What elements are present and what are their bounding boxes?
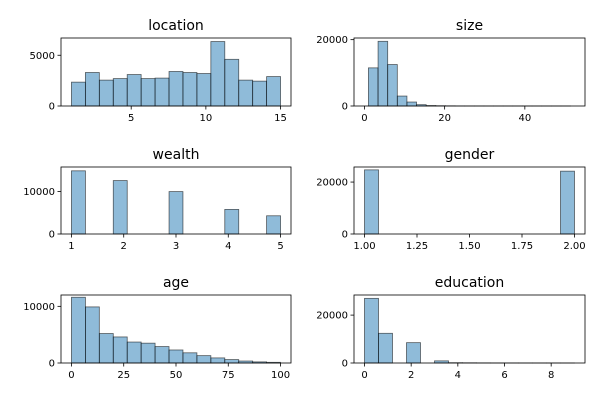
age-bar [154,346,170,364]
education-bar [364,297,379,364]
location-bar [98,79,114,107]
age-xtick-label: 100 [271,370,290,381]
location-xtick-label: 5 [128,113,134,124]
gender-axes-frame [353,166,586,235]
age-ytick-label: 0 [49,359,55,370]
wealth-xtick-label: 3 [173,241,179,252]
education-title: education [435,275,504,291]
gender-bar [364,169,379,235]
subplot-location: location 5 10 15 0 5000 [30,18,292,124]
size-title: size [456,18,483,34]
age-bar [112,336,128,364]
age-xtick-label: 75 [222,370,235,381]
location-bar [154,77,170,107]
age-bar [85,306,100,364]
subplot-gender: gender 1.00 1.25 1.50 1.75 2.00 0 20000 [316,147,585,252]
gender-xtick-label: 2.00 [563,241,585,252]
location-bar [266,76,281,107]
education-xtick-label: 6 [501,370,507,381]
education-bar [406,342,421,364]
location-xtick-label: 15 [274,113,287,124]
subplot-education: education 0 2 4 6 8 0 20000 [316,275,586,381]
education-ytick-label: 20000 [316,311,348,322]
wealth-xtick-label: 1 [68,241,74,252]
location-bar [210,41,226,107]
age-title: age [163,275,189,291]
age-bar [196,355,212,364]
gender-bar [560,170,575,235]
gender-ytick-label: 20000 [316,178,348,189]
size-bar [368,67,379,107]
wealth-title: wealth [153,147,200,163]
age-xtick-label: 50 [170,370,183,381]
age-xtick-label: 0 [68,370,74,381]
age-ytick-label: 10000 [23,302,55,313]
size-ytick-label: 20000 [316,35,348,46]
age-bar [210,357,226,364]
age-bar [126,341,142,364]
size-xtick-label: 40 [518,113,531,124]
age-bar [182,352,198,364]
location-bar [224,58,240,107]
wealth-xtick-label: 5 [277,241,283,252]
size-bar [396,95,408,107]
location-ytick-label: 5000 [30,51,55,62]
gender-ytick-label: 0 [342,230,348,241]
wealth-xtick-label: 2 [121,241,127,252]
wealth-bar [112,180,128,235]
gender-title: gender [445,147,495,163]
location-bar [182,72,198,107]
education-ytick-label: 0 [342,359,348,370]
gender-xtick-label: 1.00 [353,241,375,252]
location-bar [252,80,268,107]
wealth-bar [266,215,281,235]
subplot-size: size 0 20 40 0 20000 [316,18,586,124]
education-xtick-label: 0 [361,370,367,381]
wealth-bar [71,170,86,235]
size-xtick-label: 0 [361,113,367,124]
size-axes-frame [353,37,586,107]
wealth-ytick-label: 0 [49,230,55,241]
education-xtick-label: 8 [548,370,554,381]
subplot-age: age 0 25 50 75 100 0 10000 [23,275,292,381]
location-ytick-label: 0 [49,102,55,113]
age-bar [168,349,184,364]
location-bar [238,79,254,107]
wealth-ytick-label: 10000 [23,187,55,198]
size-bar [406,101,417,107]
location-title: location [148,18,204,34]
size-bar [377,40,389,107]
age-bar [224,359,240,364]
gender-xtick-label: 1.50 [458,241,480,252]
location-bar [126,74,142,107]
gender-xtick-label: 1.25 [406,241,428,252]
location-axes-frame [60,37,292,107]
age-bar [98,333,114,364]
wealth-bar [224,209,240,235]
age-bar [71,296,86,364]
gender-xtick-label: 1.75 [511,241,533,252]
age-xtick-label: 25 [117,370,130,381]
location-xtick-label: 10 [200,113,213,124]
education-xtick-label: 2 [408,370,414,381]
size-ytick-label: 0 [342,102,348,113]
education-xtick-label: 4 [455,370,461,381]
size-bar [387,64,398,107]
wealth-bar [168,191,184,235]
education-bar [378,332,393,364]
location-bar [196,73,212,107]
location-bar [140,78,156,107]
subplot-wealth: wealth 1 2 3 4 5 0 10000 [23,147,292,252]
location-bar [71,81,86,107]
location-bar [112,78,128,107]
size-xtick-label: 20 [438,113,451,124]
location-bar [168,71,184,107]
education-axes-frame [353,294,586,364]
age-bar [140,342,156,364]
wealth-xtick-label: 4 [225,241,231,252]
location-bar [84,72,100,107]
